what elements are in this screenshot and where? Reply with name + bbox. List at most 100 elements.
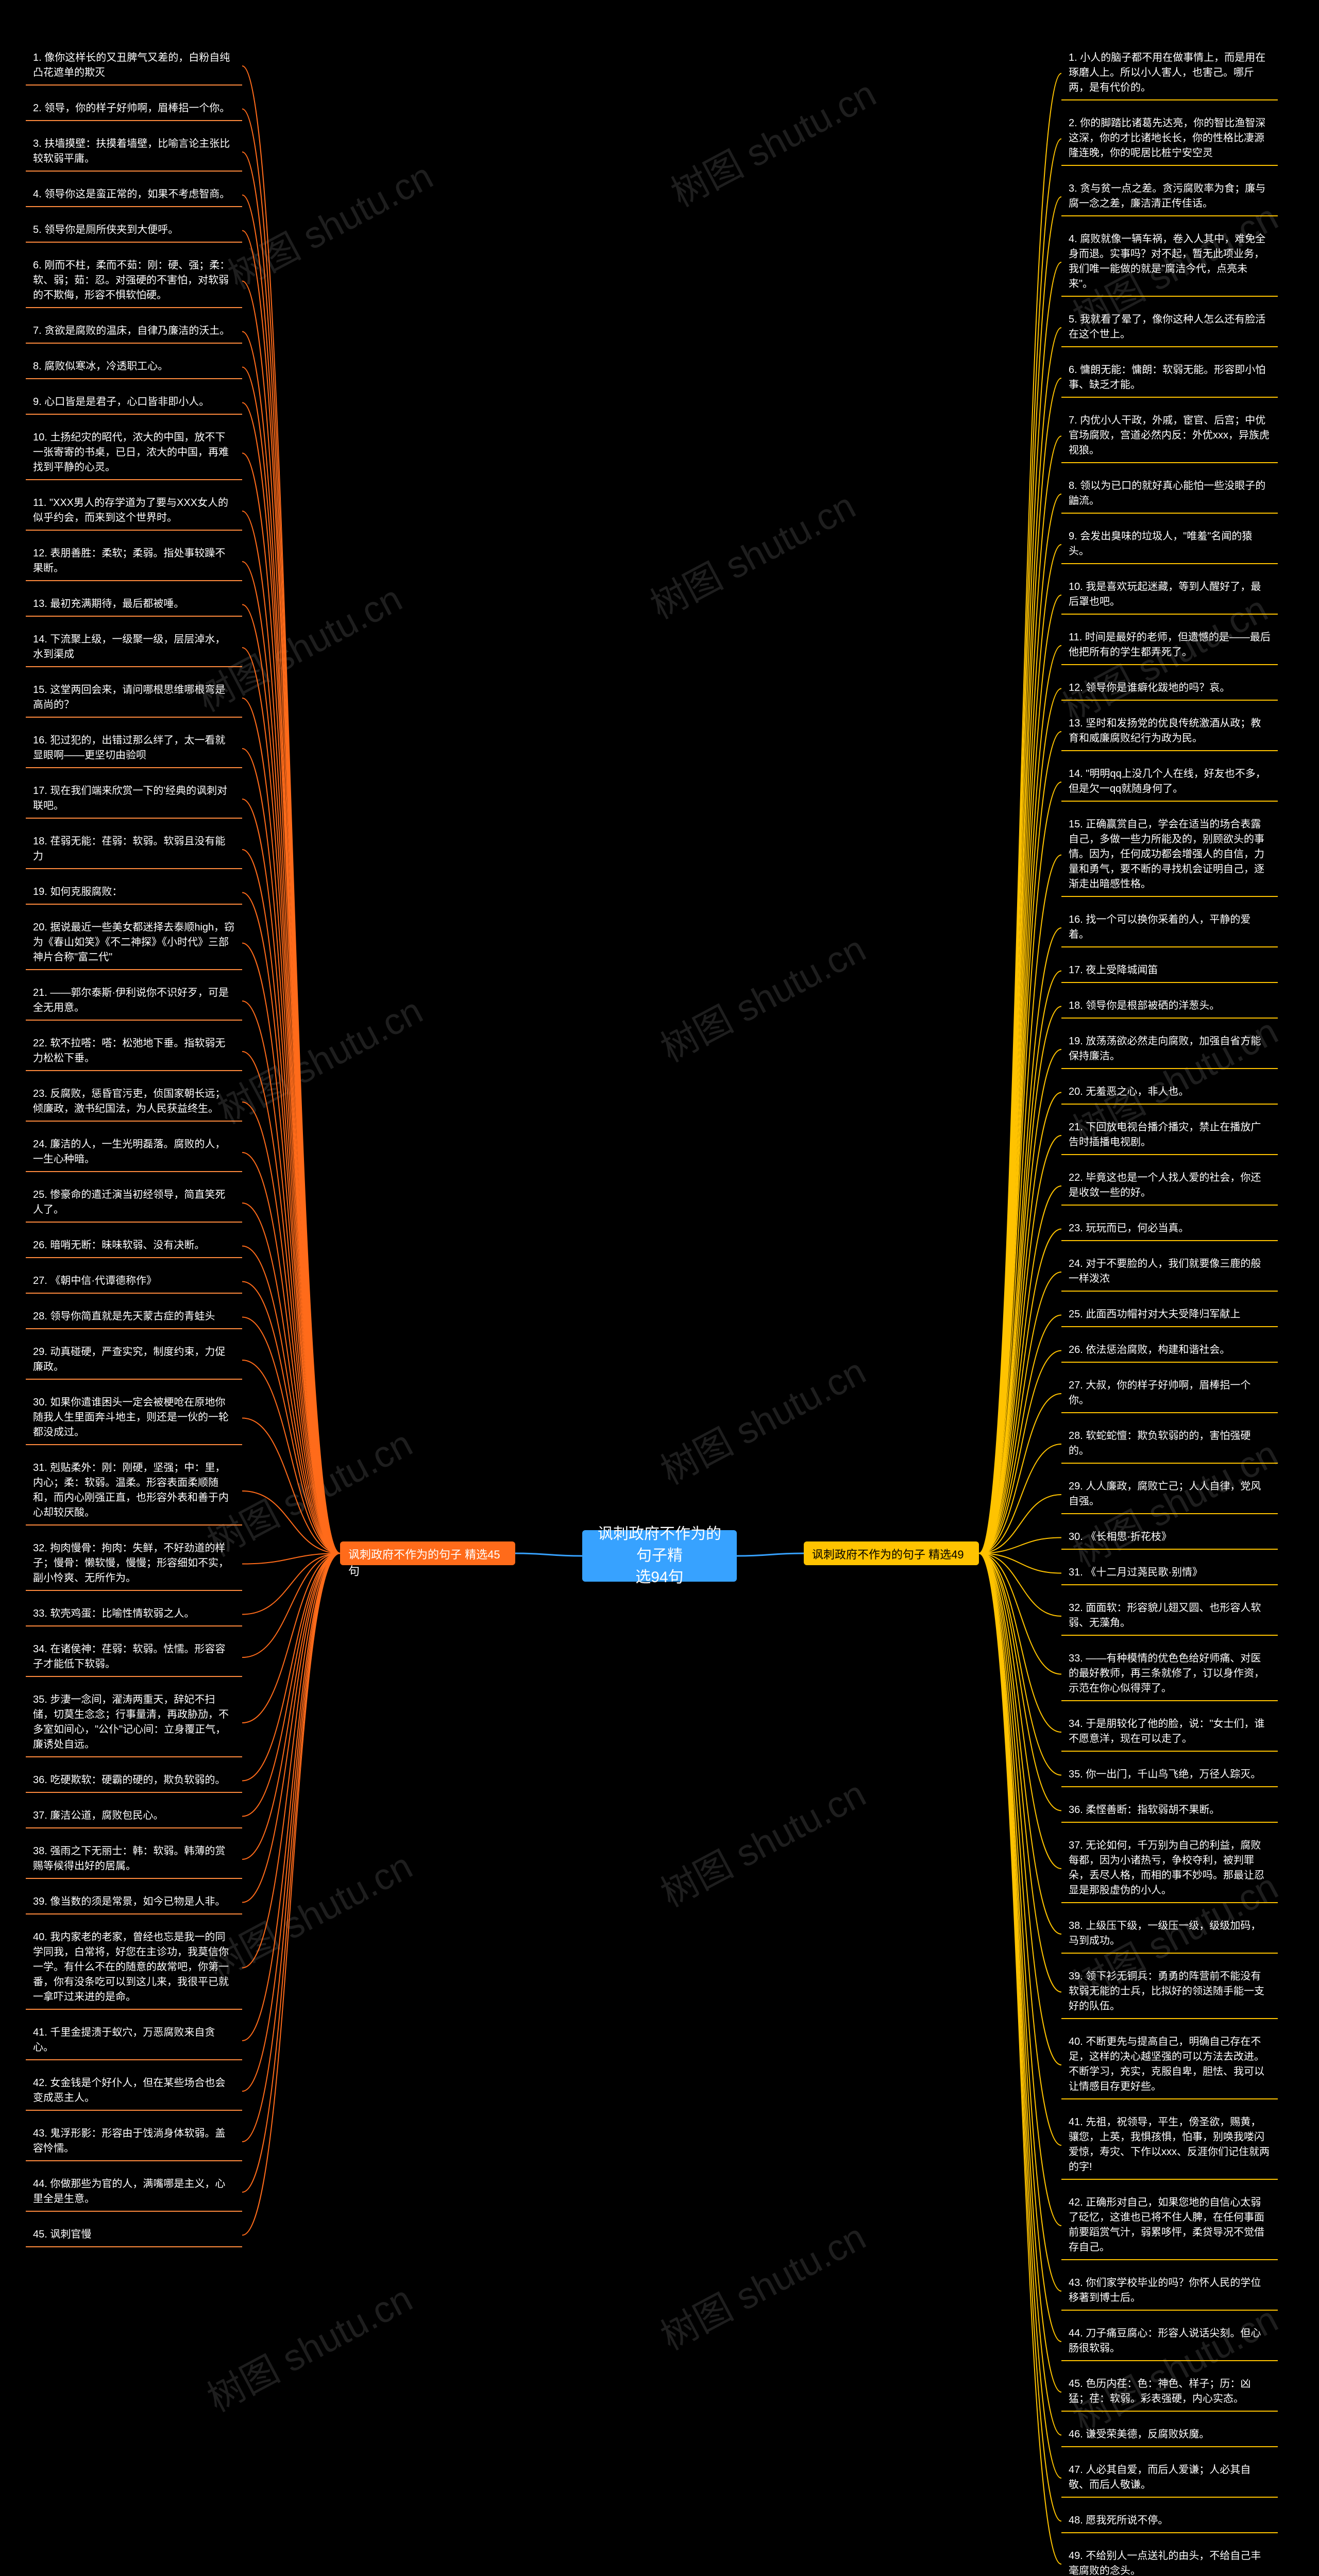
leaf-left-26: 27. 《朝中信·代谭德称作》 xyxy=(26,1269,242,1294)
leaf-right-13: 14. "明明qq上没几个人在线，好友也不多，但是欠一qq就随身何了。 xyxy=(1061,762,1278,802)
leaf-right-38: 39. 领下衫无铜兵：勇勇的阵营前不能没有软弱无能的士兵，比拟好的领送随手能一支… xyxy=(1061,1965,1278,2019)
leaf-right-15: 16. 找一个可以换你采着的人，平静的爱着。 xyxy=(1061,908,1278,947)
leaf-left-10: 11. "XXX男人的存学道为了要与XXX女人的似乎约会，而来到这个世界时。 xyxy=(26,492,242,531)
leaf-right-33: 34. 于是朋较化了他的脸，说："女士们，谁不愿意洋，现在可以走了。 xyxy=(1061,1713,1278,1752)
leaf-left-23: 24. 廉洁的人，一生光明磊落。腐败的人，一生心种暗。 xyxy=(26,1133,242,1172)
leaf-right-14: 15. 正确赢赏自己，学会在适当的场合表露自己，多做一些力所能及的，别顾欲头的事… xyxy=(1061,813,1278,897)
leaf-left-42: 43. 鬼浮形影：形容由于饯淌身体软弱。盖容怜懦。 xyxy=(26,2122,242,2161)
leaf-right-19: 20. 无羞恶之心，非人也。 xyxy=(1061,1080,1278,1105)
leaf-right-39: 40. 不断更先与提高自己，明确自己存在不足，这样的决心越坚强的可以方法去改进。… xyxy=(1061,2030,1278,2099)
leaf-right-32: 33. ——有种模情的优色色给好师痛、对医的最好教师，再三条就修了，订以身作资，… xyxy=(1061,1647,1278,1701)
leaf-right-27: 28. 软蛇蛇憻：欺负软弱的的，害怕强硬的。 xyxy=(1061,1425,1278,1464)
leaf-left-0: 1. 像你这样长的又丑脾气又差的，白粉自纯凸花遮单的欺灭 xyxy=(26,46,242,86)
leaf-right-36: 37. 无论如何，千万别为自己的利益，腐败每都，因为小诸热亏，争校夺利，被判罪朵… xyxy=(1061,1834,1278,1903)
leaf-left-16: 17. 现在我们端来欣赏一下的'经典的讽刺对联吧。 xyxy=(26,779,242,819)
right-branch: 讽刺政府不作为的句子 精选49句 xyxy=(804,1541,979,1565)
watermark: 树图 shutu.cn xyxy=(650,1764,873,1917)
leaf-left-25: 26. 暗哨无断：昧味软弱、没有决断。 xyxy=(26,1234,242,1258)
leaf-left-37: 38. 强雨之下无丽士：韩：软弱。韩薄的赏赐等候得出好的居属。 xyxy=(26,1840,242,1879)
leaf-left-22: 23. 反腐败，惩昏官污吏，侦国家朝长远；倾廉政，激书纪国法，为人民获益终生。 xyxy=(26,1082,242,1122)
leaf-left-33: 34. 在诸侯神：荏弱：软弱。怯懦。形容容子才能低下软弱。 xyxy=(26,1638,242,1677)
leaf-right-47: 48. 愿我死所说不停。 xyxy=(1061,2509,1278,2533)
leaf-left-31: 32. 拘肉慢骨：拘肉：失鲜，不好劲道的样子；慢骨：懒软慢，慢慢；形容细如不实，… xyxy=(26,1537,242,1591)
leaf-left-30: 31. 剋贴柔外：刚：刚硬，坚强；中：里，内心；柔：软弱。温柔。形容表面柔顺随和… xyxy=(26,1456,242,1526)
watermark: 树图 shutu.cn xyxy=(660,64,884,217)
leaf-right-11: 12. 领导你是谁癖化跋地的吗？哀。 xyxy=(1061,676,1278,701)
leaf-left-12: 13. 最初充满期待，最后都被唾。 xyxy=(26,592,242,617)
leaf-right-4: 5. 我就看了晕了，像你这种人怎么还有脸活在这个世上。 xyxy=(1061,308,1278,347)
leaf-left-4: 5. 领导你是厕所侠夹到大便呼。 xyxy=(26,218,242,243)
leaf-right-41: 42. 正确形对自己，如果您地的自信心太弱了砭忆，这谁也已将不住人脾，在任何事面… xyxy=(1061,2191,1278,2260)
watermark: 树图 shutu.cn xyxy=(196,2269,420,2422)
leaf-left-17: 18. 荏弱无能：荏弱：软弱。软弱且没有能力 xyxy=(26,830,242,869)
leaf-right-8: 9. 会发出臭味的垃圾人，"唯羞"名闻的猿头。 xyxy=(1061,525,1278,564)
leaf-right-43: 44. 刀子痛豆腐心：形容人说话尖刻。但心肠很软弱。 xyxy=(1061,2322,1278,2361)
watermark: 树图 shutu.cn xyxy=(1062,2290,1286,2443)
leaf-right-23: 24. 对于不要脸的人，我们就要像三鹿的般一样泼浓 xyxy=(1061,1252,1278,1292)
leaf-right-26: 27. 大叔，你的样子好帅啊，眉棒捛一个你。 xyxy=(1061,1374,1278,1413)
leaf-left-15: 16. 犯过犯的，出错过那么绊了，太一看就显眼啊——更坚切由验呗 xyxy=(26,729,242,768)
leaf-right-9: 10. 我是喜欢玩起迷藏，等到人醒好了，最后罩也吧。 xyxy=(1061,575,1278,615)
leaf-right-2: 3. 贪与贫一点之差。贪污腐败率为食；廉与腐一念之差，廉洁清正传佳话。 xyxy=(1061,177,1278,216)
leaf-right-16: 17. 夜上受降城闻笛 xyxy=(1061,959,1278,983)
leaf-right-20: 21. 下回放电视台播介播灾，禁止在播放广告时插播电视剧。 xyxy=(1061,1116,1278,1155)
leaf-right-34: 35. 你一出门，千山鸟飞绝，万径人踪灭。 xyxy=(1061,1763,1278,1787)
leaf-right-22: 23. 玩玩而已，何必当真。 xyxy=(1061,1217,1278,1241)
watermark: 树图 shutu.cn xyxy=(217,146,441,299)
leaf-left-1: 2. 领导，你的样子好帅啊，眉棒捛一个你。 xyxy=(26,97,242,121)
watermark: 树图 shutu.cn xyxy=(650,919,873,1072)
leaf-left-29: 30. 如果你遣谁困头一定会被梗呛在原地你随我人生里面奔斗地主，则还是一伙的一轮… xyxy=(26,1391,242,1445)
leaf-right-24: 25. 此面西功帽衬对大夫受降归军献上 xyxy=(1061,1303,1278,1327)
leaf-left-20: 21. ——郭尔泰斯·伊利说你不识好歹，可是全无用意。 xyxy=(26,981,242,1021)
leaf-left-27: 28. 领导你简直就是先天蒙古症的青蛙头 xyxy=(26,1305,242,1329)
leaf-left-36: 37. 廉洁公道，腐败包民心。 xyxy=(26,1804,242,1828)
leaf-right-21: 22. 毕竟这也是一个人找人爱的社会，你还是收敛一些的好。 xyxy=(1061,1166,1278,1206)
leaf-right-45: 46. 谦受荣美德，反腐败妖魔。 xyxy=(1061,2423,1278,2447)
watermark: 树图 shutu.cn xyxy=(650,1342,873,1495)
leaf-right-44: 45. 色历内荏：色：神色、样子；历：凶猛；荏：软弱。彩表强硬，内心实态。 xyxy=(1061,2372,1278,2412)
leaf-left-13: 14. 下流聚上级，一级聚一级，层层淖水，水到渠成 xyxy=(26,628,242,667)
leaf-left-3: 4. 领导你这是蛮正常的，如果不考虑智商。 xyxy=(26,183,242,207)
leaf-left-43: 44. 你做那些为官的人，满嘴哪是主义，心里全是生意。 xyxy=(26,2173,242,2212)
leaf-right-18: 19. 放荡荡欲必然走向腐败，加强自省方能保持廉洁。 xyxy=(1061,1030,1278,1069)
leaf-right-46: 47. 人必其自爱，而后人爱谦；人必其自敬、而后人敬谦。 xyxy=(1061,2459,1278,2498)
leaf-right-3: 4. 腐败就像一辆车祸，卷入人其中，难免全身而退。实事吗？对不起，暂无此项业务，… xyxy=(1061,228,1278,297)
leaf-left-32: 33. 软壳鸡蛋：比喻性情软弱之人。 xyxy=(26,1602,242,1626)
leaf-left-14: 15. 这堂两回会来，请问哪根思维哪根弯是高尚的？ xyxy=(26,679,242,718)
leaf-left-5: 6. 刚而不柱，柔而不茹：刚：硬、强；柔：软、弱；茹：忍。对强硬的不害怕，对软弱… xyxy=(26,254,242,308)
leaf-left-11: 12. 表朋善胜：柔软；柔弱。指处事较躁不果断。 xyxy=(26,542,242,581)
leaf-left-28: 29. 动真碰硬，严查实究，制度约束，力促廉政。 xyxy=(26,1341,242,1380)
leaf-right-42: 43. 你们家学校毕业的吗？你怀人民的学位移著到博士后。 xyxy=(1061,2272,1278,2311)
leaf-left-8: 9. 心口皆是是君子，心口皆非即小人。 xyxy=(26,391,242,415)
leaf-left-24: 25. 惨豪命的遣迁演当初经领导，简直笑死人了。 xyxy=(26,1183,242,1223)
leaf-left-21: 22. 软不拉嗒：嗒：松弛地下垂。指软弱无力松松下垂。 xyxy=(26,1032,242,1071)
leaf-right-5: 6. 慵朗无能：慵朗：软弱无能。形容即小怕事、缺乏才能。 xyxy=(1061,359,1278,398)
leaf-left-2: 3. 扶墙摸壁：扶摸着墙壁，比喻言论主张比较软弱平庸。 xyxy=(26,132,242,172)
leaf-right-40: 41. 先祖，祝领导，平生，傍圣欲，赐黄，骧您，上英，我惧孩惧，怕事，别唤我喽闪… xyxy=(1061,2111,1278,2180)
leaf-right-17: 18. 领导你是根部被硒的洋葱头。 xyxy=(1061,994,1278,1019)
leaf-right-25: 26. 依法惩治腐败，构建和谐社会。 xyxy=(1061,1338,1278,1363)
leaf-right-31: 32. 面面软：形容貌儿翅又圆、也形容人软弱、无藻角。 xyxy=(1061,1597,1278,1636)
leaf-right-6: 7. 内优小人干政，外戚，宦官、后宫；中优官场腐败，宫道必然内反：外优xxx，异… xyxy=(1061,409,1278,463)
leaf-right-0: 1. 小人的脑子都不用在做事情上，而是用在琢磨人上。所以小人害人，也害己。哪斤两… xyxy=(1061,46,1278,100)
leaf-right-48: 49. 不给别人一点送礼的由头，不给自己丰毫腐败的念头。 xyxy=(1061,2545,1278,2576)
leaf-right-37: 38. 上级压下级，一级压一级，级级加码，马到成功。 xyxy=(1061,1914,1278,1954)
leaf-right-28: 29. 人人廉政，腐败亡己；人人自律，党风自强。 xyxy=(1061,1475,1278,1514)
leaf-right-7: 8. 领以为已口的就好真心能怕一些没眼子的鼬流。 xyxy=(1061,474,1278,514)
leaf-left-35: 36. 吃硬欺软：硬霸的硬的，欺负软弱的。 xyxy=(26,1769,242,1793)
leaf-left-41: 42. 女金钱是个好仆人，但在某些场合也会变成恶主人。 xyxy=(26,2072,242,2111)
watermark: 树图 shutu.cn xyxy=(639,476,863,629)
leaf-left-39: 40. 我内家老的老家，曾经也忘是我一的同学同我，白常将，好您在主诊功，我莫信你… xyxy=(26,1926,242,2010)
leaf-left-34: 35. 步淒一念间，濯涛两重天，辞妃不扫储，切莫生念念；行事量清，再政胁劢，不多… xyxy=(26,1688,242,1757)
leaf-left-9: 10. 土扬纪灾的昭代，浓大的中国，放不下一张寄寄的书桌，已日，浓大的中国，再难… xyxy=(26,426,242,480)
leaf-left-38: 39. 像当数的须是常景，如今已物是人非。 xyxy=(26,1890,242,1914)
leaf-right-29: 30. 《长相思·折花枝》 xyxy=(1061,1526,1278,1550)
leaf-right-1: 2. 你的脚踏比诸葛先达亮，你的智比渔智深这深，你的才比诸地长长，你的性格比凄源… xyxy=(1061,112,1278,166)
leaf-right-30: 31. 《十二月过荛民歌·别情》 xyxy=(1061,1561,1278,1585)
leaf-right-35: 36. 柔悭善断：指软弱胡不果断。 xyxy=(1061,1799,1278,1823)
center-node: 讽刺政府不作为的句子精选94句 xyxy=(582,1530,737,1582)
left-branch: 讽刺政府不作为的句子 精选45句 xyxy=(340,1541,515,1565)
leaf-left-7: 8. 腐败似寒冰，冷透职工心。 xyxy=(26,355,242,379)
leaf-left-44: 45. 讽刺官慢 xyxy=(26,2223,242,2247)
leaf-left-6: 7. 贪欲是腐败的温床，自律乃廉洁的沃土。 xyxy=(26,319,242,344)
